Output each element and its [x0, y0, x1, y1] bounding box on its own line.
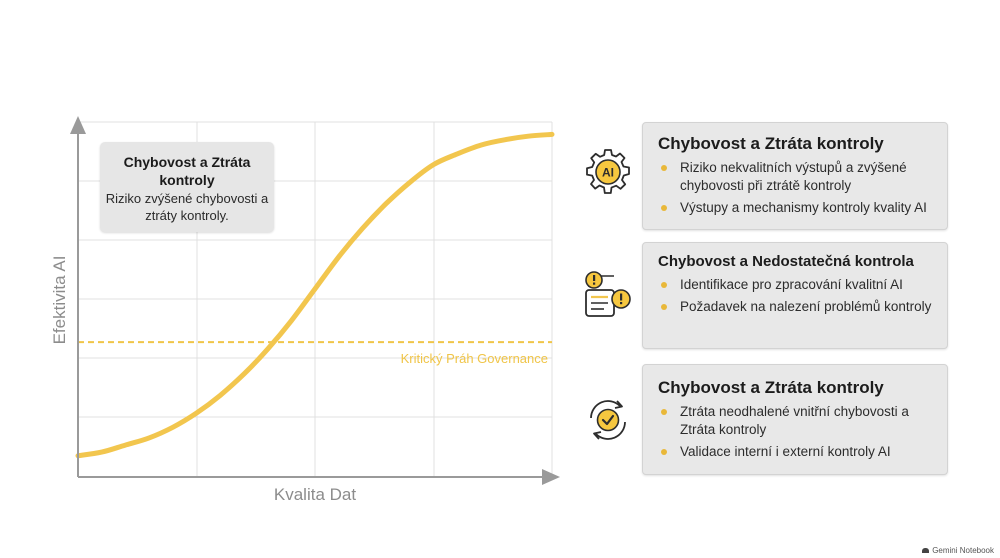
callout-body: Riziko zvýšené chybovosti a ztráty kontr…: [105, 191, 269, 223]
callout-box: Chybovost a Ztráta kontroly Riziko zvýše…: [100, 142, 274, 232]
list-item: Požadavek na nalezení problémů kontroly: [658, 298, 933, 316]
bullet-dot: [661, 282, 667, 288]
threshold-group: Kritický Práh Governance: [78, 341, 552, 366]
check-cycle-icon: [582, 394, 634, 451]
brand-logo-icon: [922, 548, 930, 553]
brand-text: Gemini Notebook: [932, 546, 994, 555]
card-title: Chybovost a Ztráta kontroly: [658, 134, 884, 153]
list-item-text: Požadavek na nalezení problémů kontroly: [680, 299, 932, 314]
list-item: Riziko nekvalitních výstupů a zvýšené ch…: [658, 159, 933, 195]
card-list: Riziko nekvalitních výstupů a zvýšené ch…: [658, 159, 933, 217]
alert-document-icon: [580, 268, 636, 329]
threshold-label: Kritický Práh Governance: [401, 351, 548, 366]
list-item-text: Riziko nekvalitních výstupů a zvýšené ch…: [680, 160, 907, 193]
list-item: Výstupy a mechanismy kontroly kvality AI: [658, 199, 933, 217]
list-item: Identifikace pro zpracování kvalitní AI: [658, 276, 933, 294]
bullet-dot: [661, 409, 667, 415]
info-card-3: Chybovost a Ztráta kontroly Ztráta neodh…: [642, 364, 948, 475]
bullet-dot: [661, 165, 667, 171]
ai-badge-text: AI: [602, 166, 614, 180]
bullet-dot: [661, 449, 667, 455]
axes: [70, 116, 560, 485]
card-title: Chybovost a Nedostatečná kontrola: [658, 253, 914, 270]
ai-gear-icon: AI: [582, 146, 634, 203]
list-item-text: Validace interní i externí kontroly AI: [680, 444, 891, 459]
callout-title: Chybovost a Ztráta kontroly: [123, 154, 251, 188]
list-item: Validace interní i externí kontroly AI: [658, 443, 933, 461]
list-item-text: Identifikace pro zpracování kvalitní AI: [680, 277, 903, 292]
bullet-dot: [661, 304, 667, 310]
info-card-2: Chybovost a Nedostatečná kontrola Identi…: [642, 242, 948, 349]
card-title: Chybovost a Ztráta kontroly: [658, 378, 884, 397]
card-list: Identifikace pro zpracování kvalitní AI …: [658, 276, 933, 316]
data-series-line: [75, 131, 555, 459]
y-axis-label: Efektivita AI: [50, 256, 69, 345]
list-item-text: Ztráta neodhalené vnitřní chybovosti a Z…: [680, 404, 909, 437]
list-item-text: Výstupy a mechanismy kontroly kvality AI: [680, 200, 927, 215]
info-card-1: Chybovost a Ztráta kontroly Riziko nekva…: [642, 122, 948, 230]
x-axis-label: Kvalita Dat: [274, 485, 356, 504]
card-list: Ztráta neodhalené vnitřní chybovosti a Z…: [658, 403, 933, 461]
list-item: Ztráta neodhalené vnitřní chybovosti a Z…: [658, 403, 933, 439]
brand-watermark: Gemini Notebook: [922, 546, 994, 555]
bullet-dot: [661, 205, 667, 211]
